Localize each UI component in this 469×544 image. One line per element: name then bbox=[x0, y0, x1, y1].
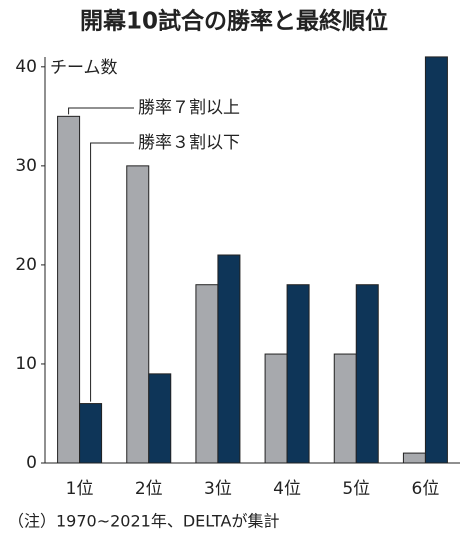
x-tick-label: 2位 bbox=[135, 479, 163, 499]
bar bbox=[402, 452, 426, 464]
x-tick-label: 3位 bbox=[204, 479, 232, 499]
legend-label: 勝率３割以下 bbox=[138, 133, 240, 153]
x-tick-label: 1位 bbox=[66, 479, 94, 499]
bar bbox=[355, 284, 379, 464]
x-tick-label: 5位 bbox=[342, 479, 370, 499]
bar bbox=[333, 353, 357, 464]
bar bbox=[79, 403, 103, 464]
y-axis-label: チーム数 bbox=[50, 58, 118, 78]
bar bbox=[126, 165, 150, 464]
bar bbox=[264, 353, 288, 464]
bar bbox=[217, 254, 241, 464]
x-tick-label: 6位 bbox=[412, 479, 440, 499]
bar bbox=[57, 115, 81, 464]
y-tick-label: 0 bbox=[26, 453, 37, 473]
y-tick-label: 40 bbox=[15, 57, 37, 77]
note: （注）1970~2021年、DELTAが集計 bbox=[8, 512, 279, 531]
bar bbox=[424, 56, 448, 464]
bar bbox=[148, 373, 172, 464]
legend-leader bbox=[90, 142, 134, 402]
chart-title: 開幕10試合の勝率と最終順位 bbox=[80, 8, 388, 35]
y-tick-label: 10 bbox=[15, 354, 37, 374]
legend-label: 勝率７割以上 bbox=[138, 98, 240, 118]
y-tick-label: 20 bbox=[15, 255, 37, 275]
bar bbox=[195, 284, 219, 464]
legend-leader bbox=[68, 107, 134, 115]
x-tick-label: 4位 bbox=[273, 479, 301, 499]
y-tick-label: 30 bbox=[15, 156, 37, 176]
bar bbox=[286, 284, 310, 464]
